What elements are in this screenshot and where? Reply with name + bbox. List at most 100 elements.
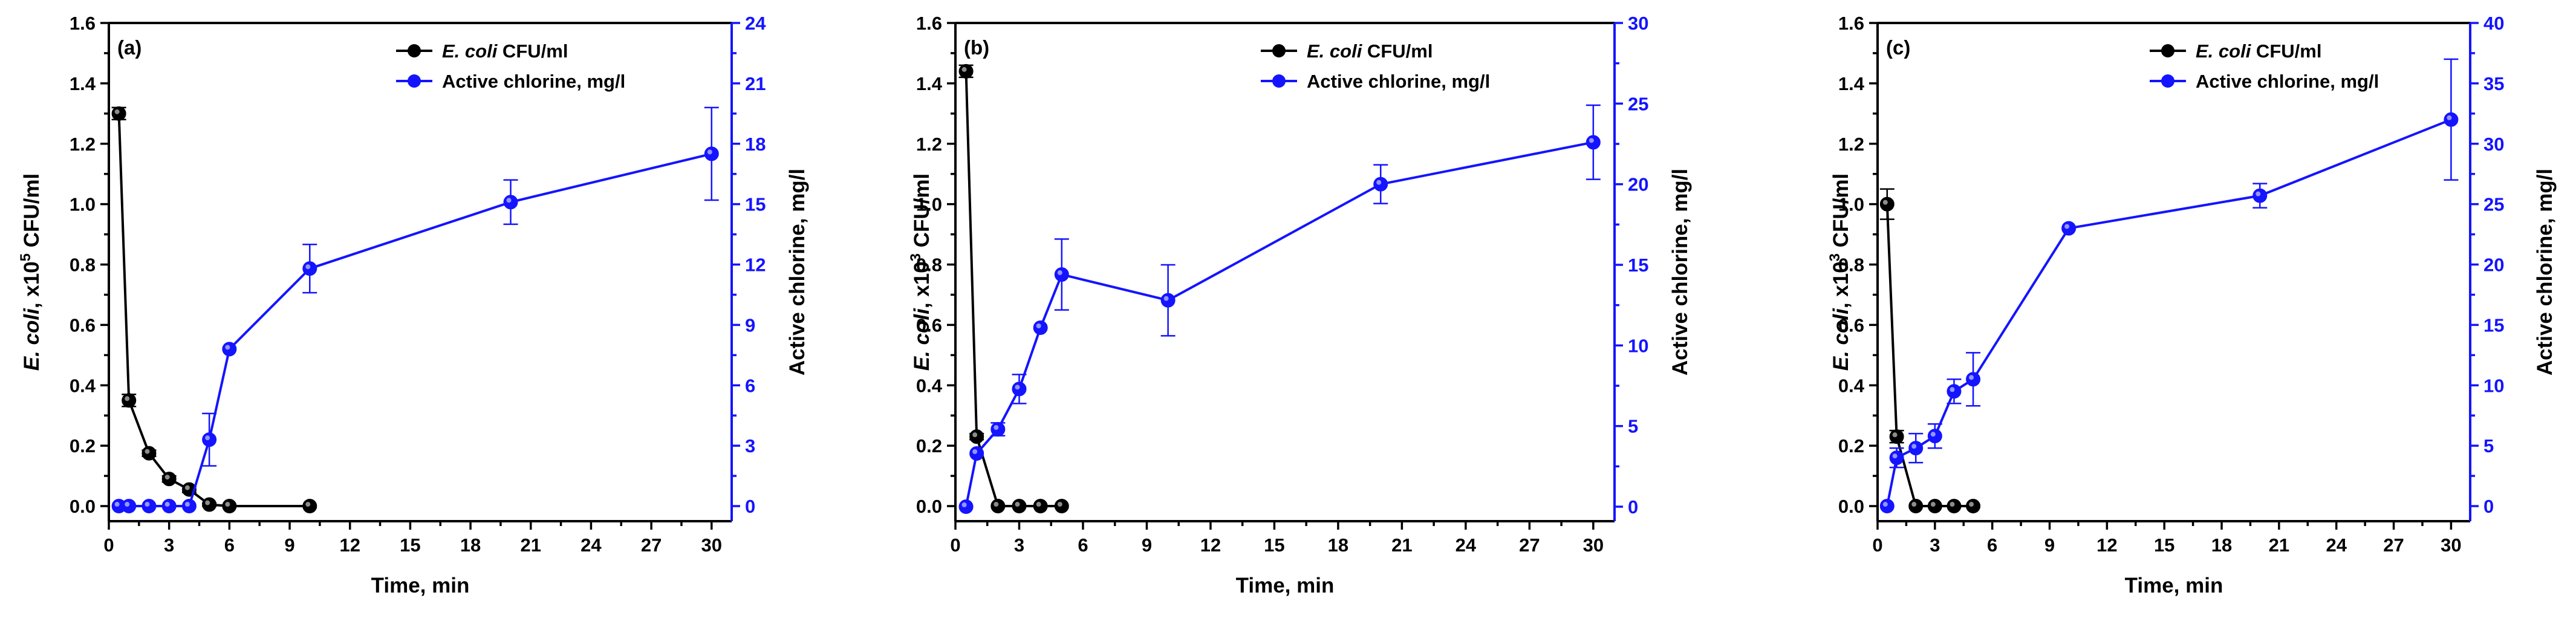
data-point-highlight (164, 475, 170, 480)
y-tick-label: 1.0 (916, 194, 942, 215)
y-tick-label: 1.4 (70, 73, 96, 94)
data-point-highlight (164, 502, 170, 507)
data-point (1879, 499, 1895, 514)
data-point-highlight (1057, 270, 1062, 275)
data-point (222, 342, 237, 357)
x-tick-label: 18 (1328, 534, 1348, 556)
data-point (1373, 177, 1388, 192)
data-point (1927, 429, 1942, 444)
x-tick-label: 30 (1583, 534, 1604, 556)
data-point (202, 432, 217, 447)
y-tick-label: 1.6 (70, 13, 96, 34)
legend-label-ecoli-italic: E. coli (2196, 41, 2252, 62)
series-line (964, 141, 1594, 507)
series-line (119, 152, 712, 508)
data-point-highlight (1036, 323, 1041, 328)
x-tick-label: 3 (1014, 534, 1024, 556)
y-axis-label: E. coli, x103 CFU/ml (908, 174, 934, 371)
x-tick-label: 12 (1200, 534, 1221, 556)
y2-tick-label: 0 (745, 496, 755, 517)
data-point-highlight (1015, 502, 1020, 507)
y2-tick-label: 10 (1628, 335, 1648, 356)
legend-label-ecoli-rest: CFU/ml (497, 41, 568, 62)
data-point-highlight (145, 502, 150, 507)
y-tick-label: 0.4 (916, 375, 943, 396)
legend-marker-chlorine (2161, 74, 2174, 88)
x-tick-label: 30 (701, 534, 722, 556)
data-point (1879, 197, 1895, 212)
x-tick-label: 15 (2154, 534, 2174, 556)
x-tick-label: 9 (1142, 534, 1152, 556)
data-point-highlight (184, 485, 190, 490)
y-tick-label: 0.2 (1838, 435, 1864, 456)
y-tick-label: 0.0 (916, 496, 942, 517)
y-tick-label: 1.2 (70, 134, 96, 155)
x-axis-label: Time, min (371, 574, 470, 597)
x-tick-label: 27 (1519, 534, 1540, 556)
x-tick-label: 12 (2096, 534, 2117, 556)
x-tick-label: 0 (950, 534, 960, 556)
x-tick-label: 6 (224, 534, 235, 556)
data-point (1054, 267, 1069, 282)
data-point-highlight (506, 198, 512, 203)
data-point-highlight (2447, 115, 2452, 120)
y-axis-label-exponent: 3 (908, 253, 924, 261)
data-point-highlight (2064, 224, 2070, 229)
y2-tick-label: 30 (2483, 134, 2504, 155)
y2-tick-label: 0 (1628, 496, 1638, 518)
legend-label-chlorine: Active chlorine, mg/l (1307, 71, 1490, 92)
data-point-highlight (1882, 502, 1888, 507)
data-point-highlight (225, 345, 230, 350)
x-axis-label: Time, min (2125, 574, 2223, 597)
y2-tick-label: 20 (2483, 255, 2504, 276)
y-axis-label: E. coli, x105 CFU/ml (18, 174, 44, 371)
y-tick-label: 1.0 (1838, 194, 1864, 215)
data-point (958, 63, 974, 79)
data-point-highlight (305, 264, 311, 270)
data-point (969, 446, 984, 461)
data-point (222, 499, 237, 514)
x-tick-label: 24 (1456, 534, 1477, 556)
y-tick-label: 0.4 (70, 375, 96, 396)
y2-tick-label: 30 (1628, 13, 1648, 34)
data-point (2444, 112, 2459, 127)
data-point-highlight (961, 67, 967, 72)
y2-tick-label: 40 (2483, 13, 2504, 34)
data-point-highlight (145, 449, 150, 454)
data-point-highlight (1969, 375, 1974, 380)
y-tick-label: 0.0 (70, 496, 96, 517)
data-point (1889, 450, 1904, 466)
legend-label-ecoli: E. coli CFU/ml (1307, 41, 1433, 62)
series-active-chlorine (111, 106, 719, 514)
legend-marker-ecoli (2161, 44, 2174, 57)
data-point (1889, 429, 1904, 444)
legend-label-ecoli: E. coli CFU/ml (2196, 41, 2321, 62)
data-point (1947, 384, 1962, 399)
x-tick-label: 24 (2326, 534, 2347, 556)
y-axis-label-tail: CFU/ml (20, 174, 44, 253)
data-point-highlight (1376, 180, 1382, 185)
data-point-highlight (125, 396, 130, 401)
data-point-highlight (205, 500, 210, 505)
y-tick-label: 1.4 (1838, 73, 1865, 94)
data-point (1908, 441, 1924, 456)
data-point-highlight (1930, 432, 1936, 437)
y-tick-label: 1.6 (1838, 13, 1864, 34)
y2-tick-label: 0 (2483, 496, 2494, 517)
chart-panel-1: 0 3 6 9 12 15 18 21 24 27 300.00.20.40.60.81.01.21… (18, 13, 809, 597)
x-tick-label: 27 (641, 534, 662, 556)
data-point-highlight (1911, 502, 1917, 507)
x-tick-label: 27 (2383, 534, 2404, 556)
data-point-highlight (205, 435, 210, 441)
y-tick-label: 0.6 (1838, 314, 1864, 336)
data-point (1927, 499, 1942, 514)
data-point-highlight (114, 109, 120, 114)
data-point (141, 499, 157, 514)
data-point-highlight (1892, 453, 1898, 459)
y-axis-label-italic: E. coli (1829, 308, 1853, 371)
y-axis-label-exponent: 3 (1827, 253, 1843, 261)
x-tick-label: 9 (284, 534, 294, 556)
y2-tick-label: 12 (745, 255, 766, 276)
x-tick-label: 9 (2044, 534, 2055, 556)
legend-label-ecoli: E. coli CFU/ml (442, 41, 568, 62)
